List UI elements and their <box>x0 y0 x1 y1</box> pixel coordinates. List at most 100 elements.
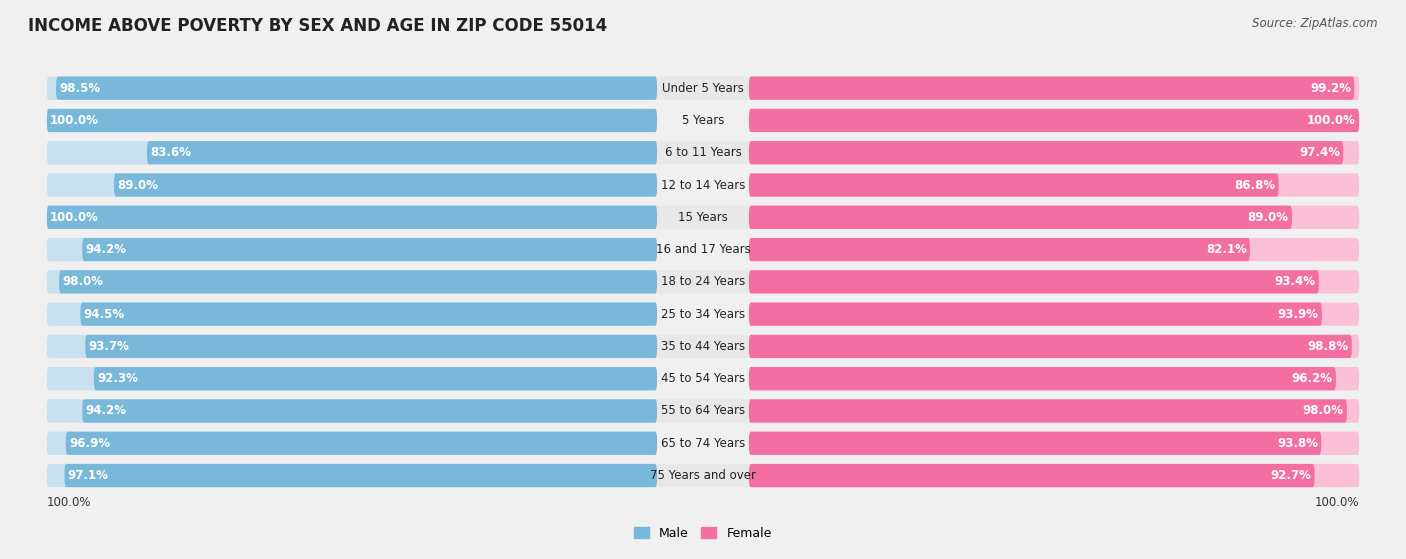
FancyBboxPatch shape <box>46 464 657 487</box>
Text: 86.8%: 86.8% <box>1234 178 1275 192</box>
FancyBboxPatch shape <box>46 270 1360 293</box>
FancyBboxPatch shape <box>65 464 657 487</box>
FancyBboxPatch shape <box>46 173 1360 197</box>
Text: 93.9%: 93.9% <box>1278 307 1319 321</box>
FancyBboxPatch shape <box>749 206 1360 229</box>
FancyBboxPatch shape <box>46 270 657 293</box>
FancyBboxPatch shape <box>749 335 1351 358</box>
Text: 18 to 24 Years: 18 to 24 Years <box>661 276 745 288</box>
FancyBboxPatch shape <box>749 464 1315 487</box>
Text: 98.5%: 98.5% <box>59 82 100 94</box>
FancyBboxPatch shape <box>749 109 1360 132</box>
Legend: Male, Female: Male, Female <box>630 522 776 544</box>
FancyBboxPatch shape <box>46 238 1360 261</box>
FancyBboxPatch shape <box>749 432 1322 455</box>
FancyBboxPatch shape <box>46 302 1360 326</box>
FancyBboxPatch shape <box>749 399 1347 423</box>
FancyBboxPatch shape <box>86 335 657 358</box>
FancyBboxPatch shape <box>46 206 1360 229</box>
Text: 89.0%: 89.0% <box>1247 211 1289 224</box>
FancyBboxPatch shape <box>749 367 1336 390</box>
FancyBboxPatch shape <box>46 141 657 164</box>
FancyBboxPatch shape <box>749 399 1360 423</box>
FancyBboxPatch shape <box>749 206 1292 229</box>
Text: INCOME ABOVE POVERTY BY SEX AND AGE IN ZIP CODE 55014: INCOME ABOVE POVERTY BY SEX AND AGE IN Z… <box>28 17 607 35</box>
Text: 94.5%: 94.5% <box>84 307 125 321</box>
FancyBboxPatch shape <box>749 270 1319 293</box>
Text: 100.0%: 100.0% <box>1315 496 1360 509</box>
FancyBboxPatch shape <box>46 335 1360 358</box>
Text: 6 to 11 Years: 6 to 11 Years <box>665 146 741 159</box>
FancyBboxPatch shape <box>749 432 1360 455</box>
FancyBboxPatch shape <box>46 399 657 423</box>
Text: 100.0%: 100.0% <box>51 114 98 127</box>
Text: 55 to 64 Years: 55 to 64 Years <box>661 405 745 418</box>
Text: 99.2%: 99.2% <box>1310 82 1351 94</box>
FancyBboxPatch shape <box>749 109 1360 132</box>
FancyBboxPatch shape <box>148 141 657 164</box>
Text: 25 to 34 Years: 25 to 34 Years <box>661 307 745 321</box>
FancyBboxPatch shape <box>46 367 657 390</box>
Text: 100.0%: 100.0% <box>46 496 91 509</box>
FancyBboxPatch shape <box>46 109 657 132</box>
FancyBboxPatch shape <box>56 77 657 100</box>
FancyBboxPatch shape <box>749 302 1322 326</box>
FancyBboxPatch shape <box>46 109 657 132</box>
Text: 45 to 54 Years: 45 to 54 Years <box>661 372 745 385</box>
Text: 94.2%: 94.2% <box>86 243 127 256</box>
FancyBboxPatch shape <box>749 270 1360 293</box>
Text: 98.0%: 98.0% <box>1302 405 1344 418</box>
FancyBboxPatch shape <box>749 367 1360 390</box>
FancyBboxPatch shape <box>46 302 657 326</box>
FancyBboxPatch shape <box>46 238 657 261</box>
Text: 96.9%: 96.9% <box>69 437 110 450</box>
Text: 100.0%: 100.0% <box>51 211 98 224</box>
FancyBboxPatch shape <box>749 335 1360 358</box>
FancyBboxPatch shape <box>46 399 1360 423</box>
FancyBboxPatch shape <box>80 302 657 326</box>
Text: 82.1%: 82.1% <box>1206 243 1247 256</box>
FancyBboxPatch shape <box>749 77 1354 100</box>
Text: 89.0%: 89.0% <box>117 178 159 192</box>
Text: 65 to 74 Years: 65 to 74 Years <box>661 437 745 450</box>
Text: 96.2%: 96.2% <box>1292 372 1333 385</box>
Text: 12 to 14 Years: 12 to 14 Years <box>661 178 745 192</box>
Text: 75 Years and over: 75 Years and over <box>650 469 756 482</box>
FancyBboxPatch shape <box>46 367 1360 390</box>
FancyBboxPatch shape <box>83 238 657 261</box>
FancyBboxPatch shape <box>749 302 1360 326</box>
FancyBboxPatch shape <box>749 238 1250 261</box>
FancyBboxPatch shape <box>94 367 657 390</box>
Text: 15 Years: 15 Years <box>678 211 728 224</box>
FancyBboxPatch shape <box>46 206 657 229</box>
Text: 35 to 44 Years: 35 to 44 Years <box>661 340 745 353</box>
FancyBboxPatch shape <box>749 141 1360 164</box>
Text: 94.2%: 94.2% <box>86 405 127 418</box>
Text: 98.8%: 98.8% <box>1308 340 1348 353</box>
FancyBboxPatch shape <box>46 109 1360 132</box>
Text: 16 and 17 Years: 16 and 17 Years <box>655 243 751 256</box>
Text: 92.7%: 92.7% <box>1271 469 1312 482</box>
FancyBboxPatch shape <box>46 173 657 197</box>
Text: 5 Years: 5 Years <box>682 114 724 127</box>
FancyBboxPatch shape <box>46 432 657 455</box>
FancyBboxPatch shape <box>749 464 1360 487</box>
Text: Under 5 Years: Under 5 Years <box>662 82 744 94</box>
FancyBboxPatch shape <box>59 270 657 293</box>
FancyBboxPatch shape <box>46 432 1360 455</box>
FancyBboxPatch shape <box>749 141 1343 164</box>
Text: 98.0%: 98.0% <box>62 276 104 288</box>
FancyBboxPatch shape <box>46 335 657 358</box>
Text: 100.0%: 100.0% <box>1308 114 1355 127</box>
Text: 83.6%: 83.6% <box>150 146 191 159</box>
FancyBboxPatch shape <box>66 432 657 455</box>
Text: 97.4%: 97.4% <box>1299 146 1340 159</box>
FancyBboxPatch shape <box>46 206 657 229</box>
FancyBboxPatch shape <box>749 173 1278 197</box>
Text: 93.7%: 93.7% <box>89 340 129 353</box>
Text: 92.3%: 92.3% <box>97 372 138 385</box>
Text: 93.8%: 93.8% <box>1277 437 1317 450</box>
FancyBboxPatch shape <box>46 77 657 100</box>
FancyBboxPatch shape <box>46 77 1360 100</box>
Text: Source: ZipAtlas.com: Source: ZipAtlas.com <box>1253 17 1378 30</box>
